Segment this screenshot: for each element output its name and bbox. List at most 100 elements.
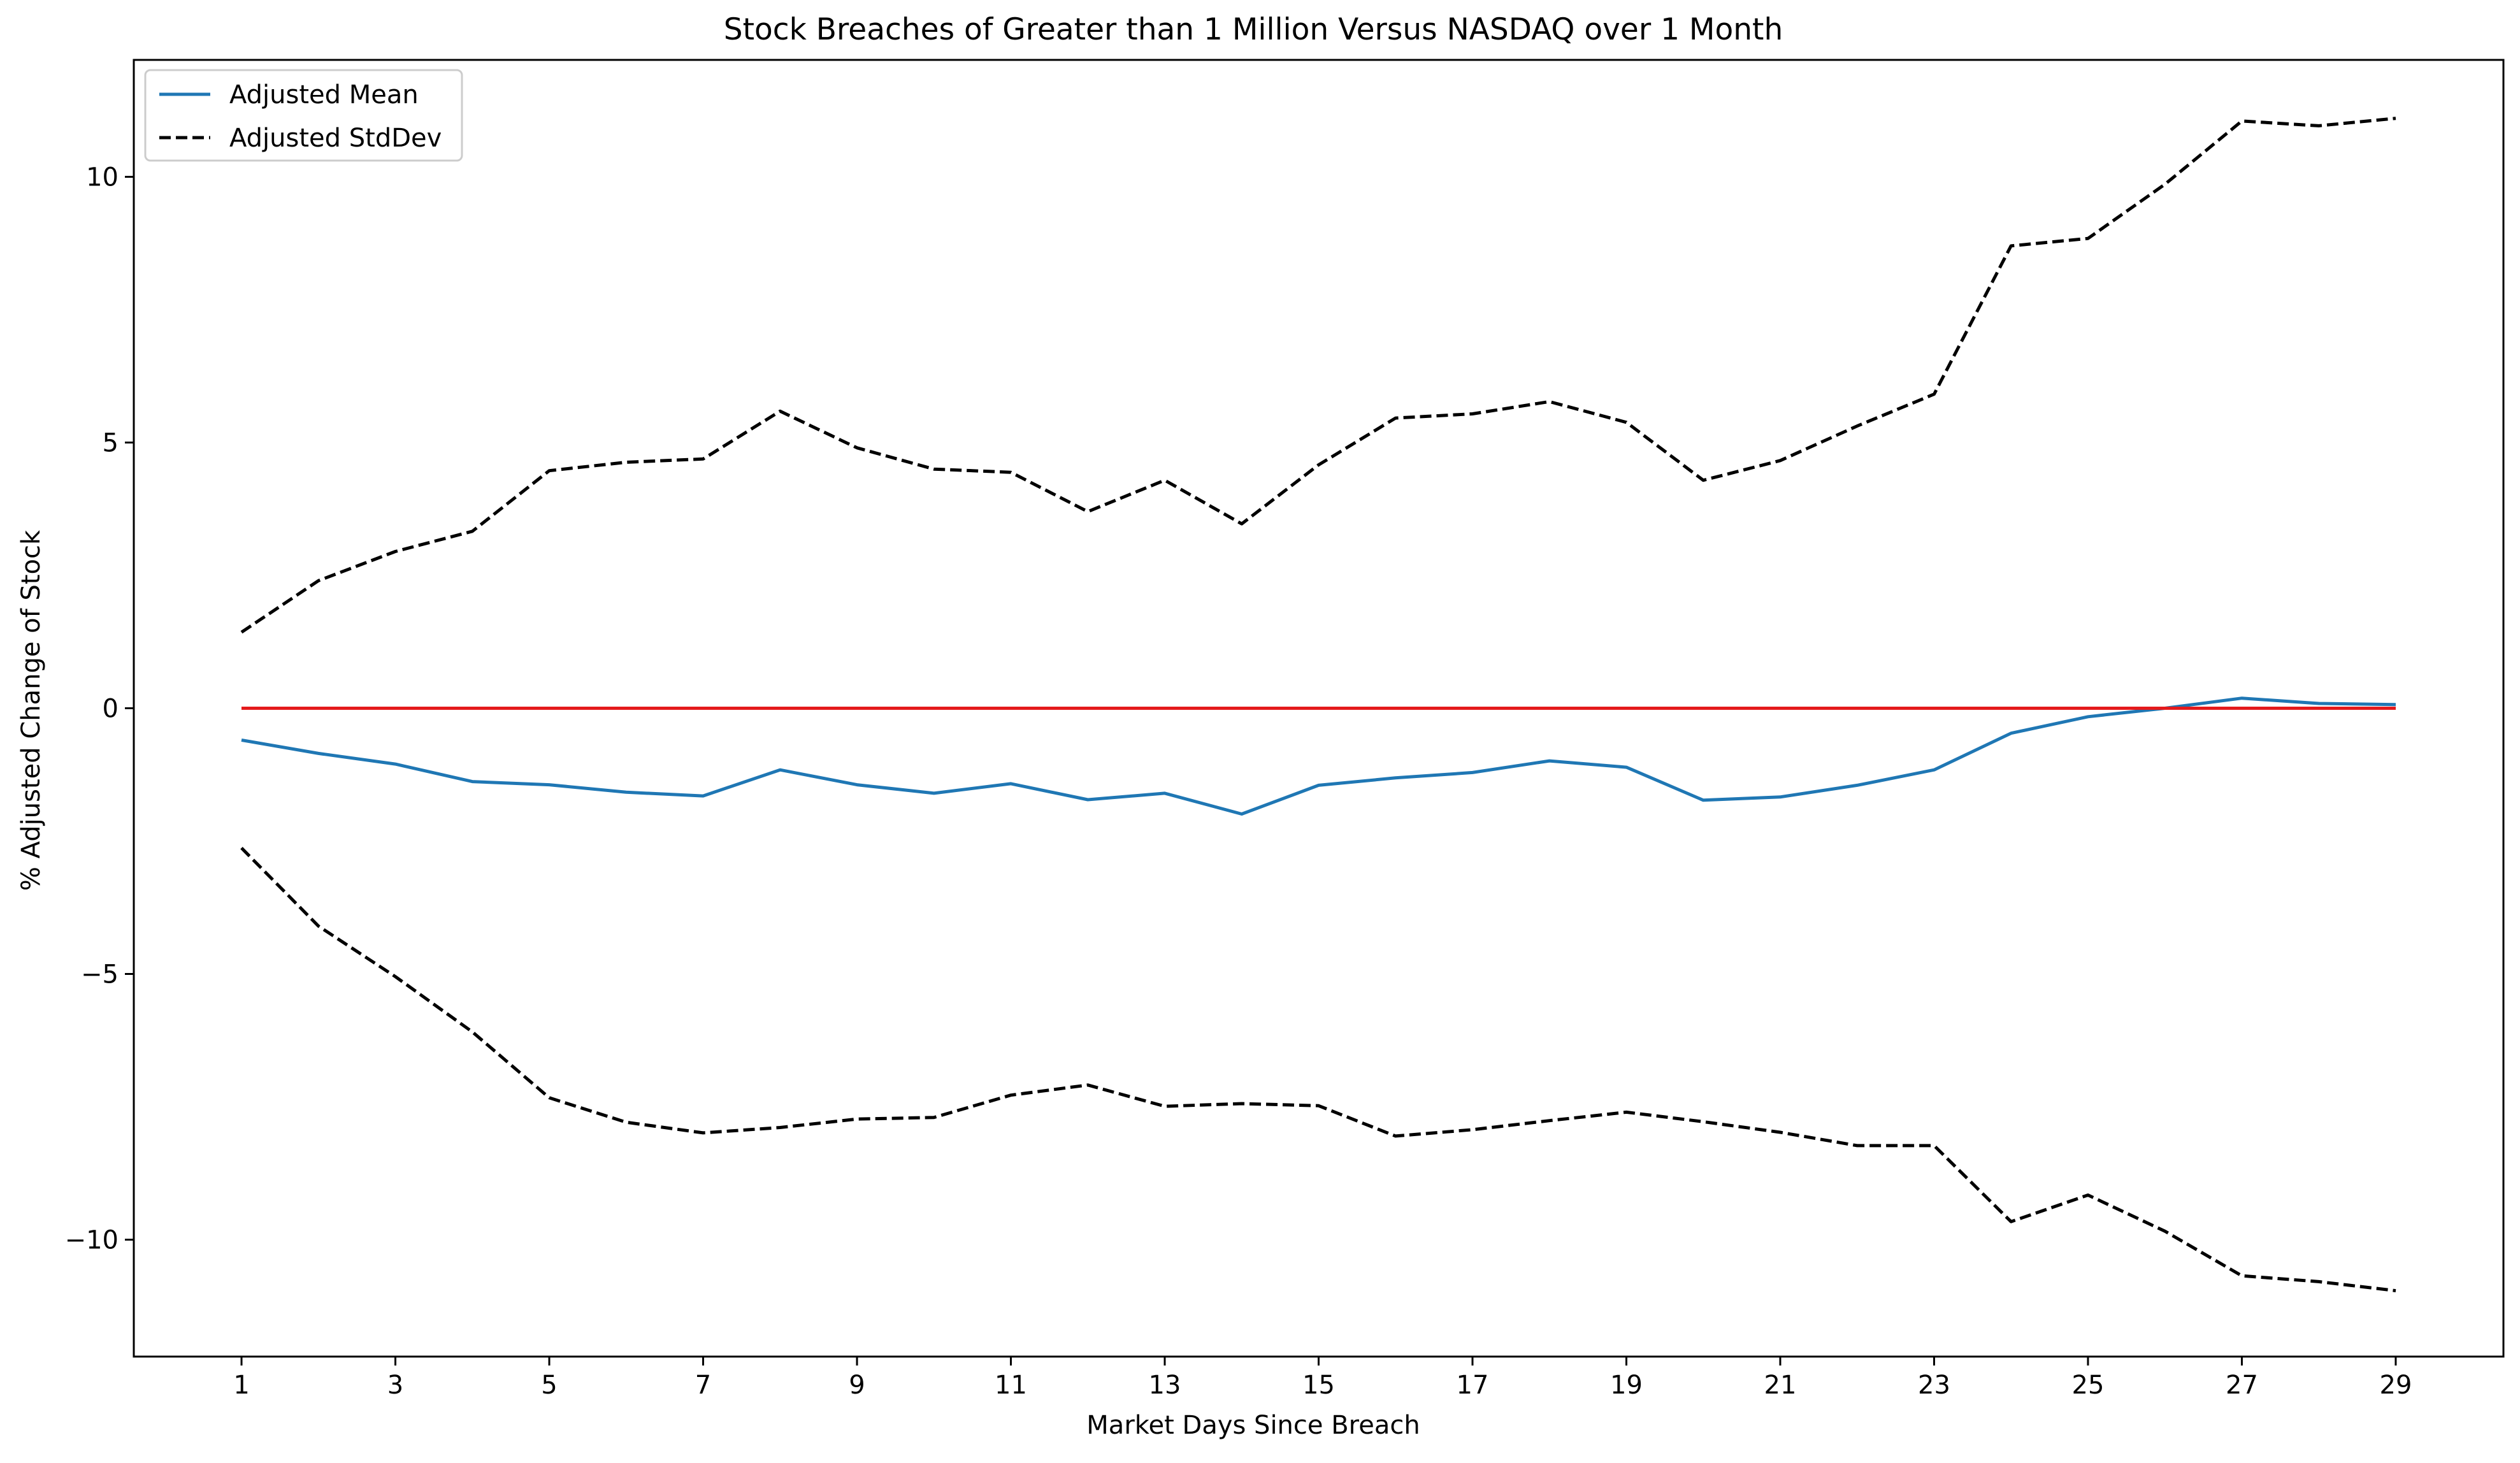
series-3-point (1625, 707, 1629, 710)
adjusted-mean-point (1933, 768, 1936, 772)
series-3-point (1163, 707, 1167, 710)
adjusted-mean-point (2240, 696, 2244, 700)
series-3-point (932, 707, 936, 710)
adjusted-mean-point (1471, 770, 1474, 774)
x-tick-label: 5 (541, 1371, 557, 1400)
adjusted-stddev-line (240, 117, 2396, 634)
adjusted-mean-point (932, 791, 936, 795)
series-3-point (547, 707, 551, 710)
adjusted-stddev-point (2086, 236, 2090, 240)
series-2-point (470, 1030, 474, 1034)
series-2-point (855, 1117, 859, 1121)
series-3-point (1778, 707, 1782, 710)
series-3-point (1240, 707, 1244, 710)
adjusted-mean-point (1548, 759, 1552, 763)
series-2-point (1701, 1120, 1705, 1123)
series-2-point (1778, 1130, 1782, 1134)
series-2-series (240, 846, 2396, 1293)
adjusted-stddev-point (1778, 459, 1782, 463)
adjusted-mean-point (702, 794, 705, 798)
adjusted-mean-point (1625, 765, 1629, 769)
series-3-point (1855, 707, 1859, 710)
series-2-point (2009, 1220, 2013, 1223)
series-2-point (1317, 1104, 1321, 1107)
x-tick-label: 27 (2226, 1371, 2258, 1400)
adjusted-stddev-point (547, 469, 551, 473)
adjusted-mean-point (1855, 783, 1859, 787)
series-2-point (1933, 1144, 1936, 1148)
series-2-point (2317, 1279, 2321, 1283)
series-3-point (317, 707, 320, 710)
adjusted-mean-point (624, 790, 628, 794)
series-3-point (2163, 707, 2167, 710)
series-3-point (2240, 707, 2244, 710)
series-2-line (240, 847, 2396, 1293)
adjusted-mean-point (1317, 783, 1321, 787)
adjusted-mean-point (240, 739, 243, 742)
x-tick-label: 21 (1764, 1371, 1797, 1400)
adjusted-mean-point (1778, 795, 1782, 799)
series-2-point (1163, 1104, 1167, 1108)
adjusted-mean-series (240, 696, 2398, 816)
adjusted-mean-point (1009, 782, 1013, 786)
series-3-point (702, 707, 705, 710)
series-3-point (778, 707, 782, 710)
series-2-point (932, 1116, 936, 1120)
adjusted-stddev-point (1009, 470, 1013, 474)
adjusted-stddev-point (702, 457, 705, 461)
adjusted-mean-point (317, 751, 320, 755)
series-2-point (1625, 1110, 1629, 1114)
series-2-point (1548, 1119, 1552, 1123)
adjusted-stddev-point (2394, 117, 2398, 120)
series-3-point (2317, 707, 2321, 710)
series-2-point (1855, 1144, 1859, 1148)
series-3-series (241, 707, 2396, 710)
adjusted-stddev-point (240, 630, 243, 634)
adjusted-mean-point (1701, 798, 1705, 802)
adjusted-mean-point (1240, 812, 1244, 816)
x-tick-label: 29 (2380, 1371, 2412, 1400)
series-3-point (470, 707, 474, 710)
x-tick-label: 13 (1149, 1371, 1181, 1400)
adjusted-stddev-point (2009, 244, 2013, 248)
series-3-point (1548, 707, 1552, 710)
adjusted-mean-point (470, 780, 474, 784)
series-3-point (2009, 707, 2013, 710)
adjusted-mean-point (2317, 702, 2321, 705)
series-3-point (1701, 707, 1705, 710)
series-2-point (778, 1126, 782, 1130)
series-2-point (2163, 1229, 2167, 1233)
x-tick-label: 25 (2072, 1371, 2105, 1400)
adjusted-stddev-point (1240, 522, 1244, 526)
series-3-point (1933, 707, 1936, 710)
y-tick-label: 0 (103, 695, 119, 724)
x-tick-label: 3 (387, 1371, 403, 1400)
adjusted-stddev-point (778, 409, 782, 413)
adjusted-mean-point (2394, 703, 2398, 707)
adjusted-mean-point (2009, 732, 2013, 735)
legend-label-adjusted-mean: Adjusted Mean (229, 80, 419, 110)
y-tick-label: 10 (86, 162, 119, 192)
series-2-point (240, 846, 243, 850)
x-tick-label: 17 (1457, 1371, 1489, 1400)
series-2-point (624, 1120, 628, 1124)
series-3-point (624, 707, 628, 710)
adjusted-stddev-point (1701, 479, 1705, 482)
adjusted-stddev-point (317, 579, 320, 582)
x-tick-label: 11 (995, 1371, 1027, 1400)
x-tick-label: 9 (849, 1371, 865, 1400)
adjusted-stddev-point (1471, 412, 1474, 416)
adjusted-mean-point (1086, 798, 1090, 802)
adjusted-stddev-point (470, 530, 474, 533)
legend: Adjusted Mean Adjusted StdDev (144, 69, 463, 162)
series-2-point (317, 924, 320, 928)
y-tick-label: −5 (81, 960, 119, 990)
adjusted-stddev-point (1855, 424, 1859, 428)
adjusted-stddev-point (2163, 182, 2167, 186)
x-tick-label: 15 (1302, 1371, 1335, 1400)
plot-area (240, 117, 2398, 1293)
y-tick-label: −10 (65, 1226, 119, 1255)
series-3-point (394, 707, 398, 710)
series-2-point (1393, 1134, 1397, 1138)
